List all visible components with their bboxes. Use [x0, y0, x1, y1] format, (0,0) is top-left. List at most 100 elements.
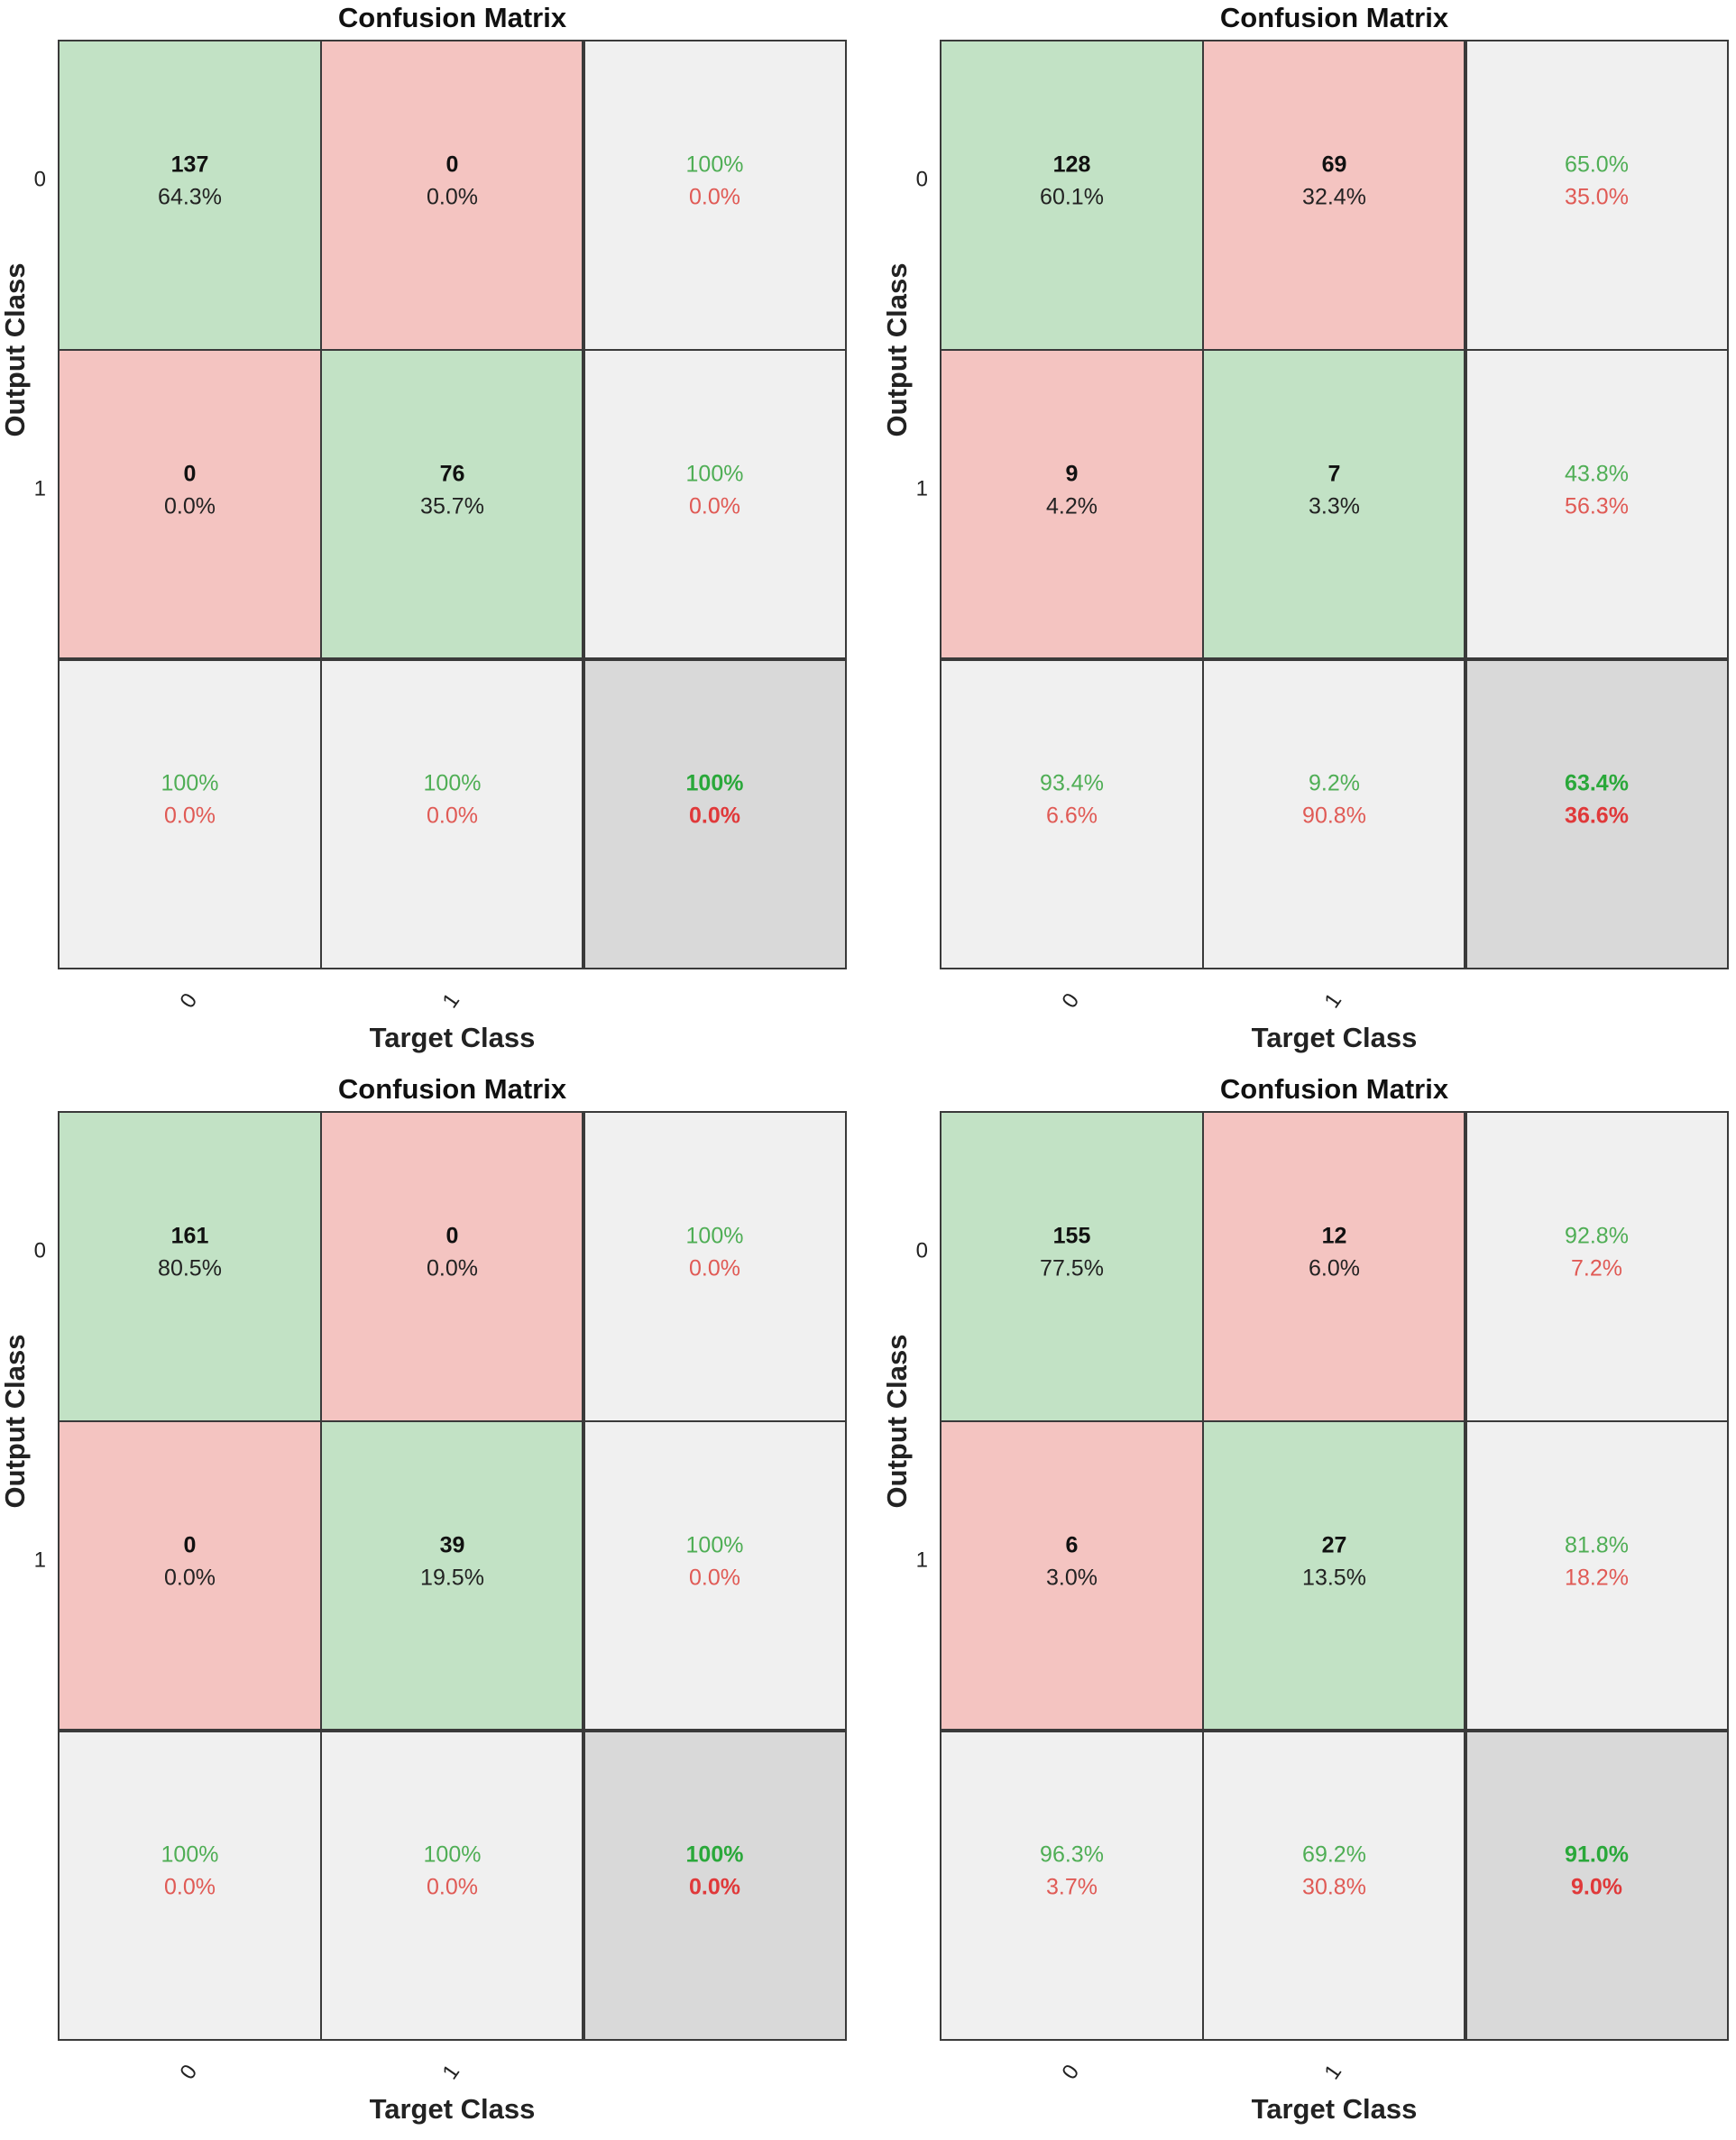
incorrect-cell [58, 1420, 322, 1731]
column-summary-cell [940, 658, 1204, 969]
row-precision-label: 100% [686, 152, 744, 178]
cell-percent-label: 3.0% [1046, 1566, 1098, 1591]
cell-count-label: 39 [440, 1533, 465, 1558]
correct-cell [58, 1111, 322, 1422]
cell-percent-label: 77.5% [1040, 1256, 1104, 1281]
confusion-matrix-svg: Confusion Matrix15577.5%126.0%63.0%2713.… [881, 1073, 1729, 2125]
chart-title: Confusion Matrix [338, 2, 567, 33]
cell-count-label: 128 [1053, 152, 1091, 178]
incorrect-cell [320, 40, 584, 351]
incorrect-cell [940, 349, 1204, 660]
column-recall-label: 93.4% [1040, 771, 1104, 796]
cell-percent-label: 80.5% [158, 1256, 222, 1281]
column-recall-label: 100% [424, 1842, 482, 1868]
row-summary-cell [583, 40, 847, 351]
cell-percent-label: 0.0% [427, 185, 478, 210]
correct-cell [1202, 349, 1466, 660]
y-tick-label: 0 [34, 1239, 46, 1263]
confusion-matrix-svg: Confusion Matrix 137 64.3% 0 0.0% 0 0.0% 76 35.7… [0, 2, 847, 1053]
row-summary-cell [1465, 349, 1729, 660]
y-axis-label: Output Class [0, 263, 31, 437]
cell-percent-label: 0.0% [164, 1566, 216, 1591]
cell-count-label: 9 [1066, 462, 1079, 487]
column-error-label: 3.7% [1046, 1875, 1098, 1900]
row-precision-label: 100% [686, 462, 744, 487]
confusion-matrix-svg: Confusion Matrix 161 80.5% 0 0.0% 0 0.0% 39 19.5… [0, 1073, 847, 2125]
row-error-label: 18.2% [1565, 1566, 1629, 1591]
confusion-matrix-panel-1: Confusion Matrix 137 64.3% 0 0.0% 0 0.0% 76 35.7… [0, 0, 852, 1069]
y-tick-label: 0 [916, 1239, 928, 1263]
overall-accuracy-cell [583, 1730, 847, 2041]
y-axis-label: Output Class [0, 1335, 31, 1509]
cell-count-label: 12 [1322, 1224, 1347, 1249]
overall-accuracy-cell [1465, 658, 1729, 969]
row-error-label: 7.2% [1571, 1256, 1622, 1281]
row-summary-cell [1465, 1111, 1729, 1422]
correct-cell [320, 1420, 584, 1731]
x-axis-label: Target Class [370, 1022, 536, 1053]
overall-accuracy-label: 100% [686, 1842, 744, 1868]
y-tick-label: 1 [916, 1548, 928, 1573]
cell-count-label: 0 [184, 1533, 197, 1558]
column-summary-cell [940, 1730, 1204, 2041]
row-error-label: 35.0% [1565, 185, 1629, 210]
cell-count-label: 137 [171, 152, 209, 178]
y-axis-label: Output Class [882, 1335, 913, 1509]
incorrect-cell [1202, 40, 1466, 351]
y-tick-label: 1 [916, 477, 928, 501]
cell-percent-label: 35.7% [420, 494, 484, 519]
x-tick-label: 1 [1319, 988, 1346, 1012]
column-recall-label: 96.3% [1040, 1842, 1104, 1868]
confusion-matrix-panel-4: Confusion Matrix 155 77.5% 12 6.0% 6 3.0% 27 13.… [881, 1071, 1734, 2140]
row-error-label: 56.3% [1565, 494, 1629, 519]
cell-count-label: 155 [1053, 1224, 1091, 1249]
row-error-label: 0.0% [689, 494, 740, 519]
column-error-label: 0.0% [427, 804, 478, 829]
x-axis-label: Target Class [1252, 1022, 1418, 1053]
column-error-label: 0.0% [164, 1875, 216, 1900]
row-error-label: 0.0% [689, 1566, 740, 1591]
correct-cell [58, 40, 322, 351]
column-error-label: 0.0% [164, 804, 216, 829]
column-recall-label: 100% [424, 771, 482, 796]
row-precision-label: 43.8% [1565, 462, 1629, 487]
cell-count-label: 27 [1322, 1533, 1347, 1558]
row-precision-label: 81.8% [1565, 1533, 1629, 1558]
column-summary-cell [320, 1730, 584, 2041]
correct-cell [940, 40, 1204, 351]
cell-percent-label: 32.4% [1302, 185, 1366, 210]
column-recall-label: 9.2% [1309, 771, 1360, 796]
x-axis-label: Target Class [1252, 2093, 1418, 2125]
overall-error-label: 0.0% [689, 804, 740, 829]
chart-title: Confusion Matrix [1220, 1073, 1449, 1105]
column-summary-cell [1202, 658, 1466, 969]
overall-error-label: 0.0% [689, 1875, 740, 1900]
cell-count-label: 76 [440, 462, 465, 487]
column-recall-label: 100% [161, 1842, 219, 1868]
column-error-label: 0.0% [427, 1875, 478, 1900]
incorrect-cell [940, 1420, 1204, 1731]
x-tick-label: 1 [437, 988, 464, 1012]
confusion-matrix-svg: Confusion Matrix 128 60.1% 69 32.4% 9 4.2% 7 3.3… [881, 2, 1729, 1053]
overall-error-label: 36.6% [1565, 804, 1629, 829]
cell-count-label: 0 [184, 462, 197, 487]
cell-percent-label: 13.5% [1302, 1566, 1366, 1591]
column-error-label: 90.8% [1302, 804, 1366, 829]
cell-percent-label: 4.2% [1046, 494, 1098, 519]
correct-cell [320, 349, 584, 660]
row-summary-cell [1465, 40, 1729, 351]
overall-accuracy-label: 63.4% [1565, 771, 1629, 796]
cell-count-label: 69 [1322, 152, 1347, 178]
x-tick-label: 0 [1057, 2060, 1084, 2083]
cell-percent-label: 0.0% [427, 1256, 478, 1281]
confusion-matrix-panel-2: Confusion Matrix 128 60.1% 69 32.4% 9 4.2% 7 3.3… [881, 0, 1734, 1069]
chart-title: Confusion Matrix [1220, 2, 1449, 33]
cell-percent-label: 64.3% [158, 185, 222, 210]
cell-count-label: 7 [1328, 462, 1341, 487]
y-tick-label: 1 [34, 477, 46, 501]
row-precision-label: 100% [686, 1533, 744, 1558]
column-summary-cell [58, 658, 322, 969]
incorrect-cell [320, 1111, 584, 1422]
column-summary-cell [320, 658, 584, 969]
incorrect-cell [58, 349, 322, 660]
